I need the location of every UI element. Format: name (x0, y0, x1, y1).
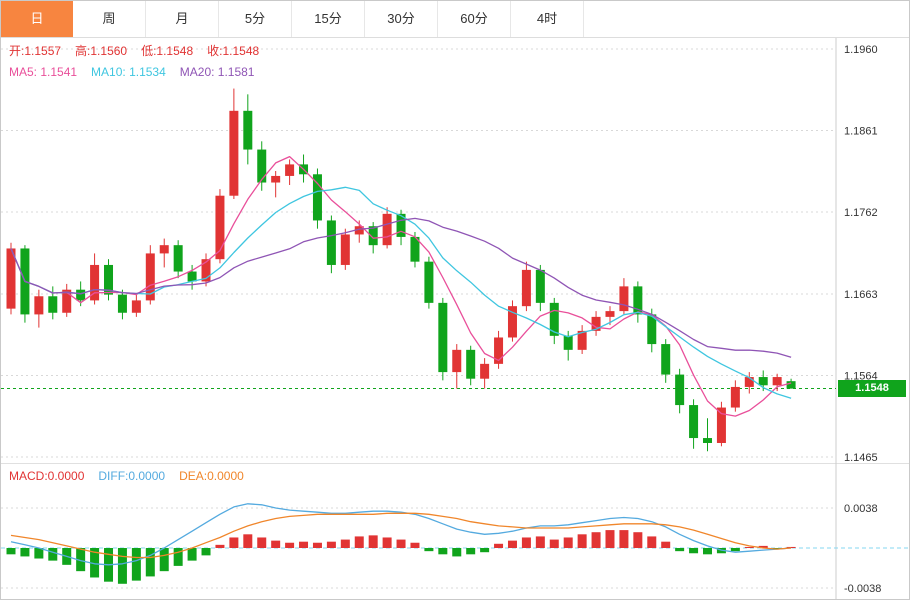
current-price-tag: 1.1548 (838, 379, 906, 397)
svg-text:1.1960: 1.1960 (844, 44, 878, 56)
tab-week[interactable]: 周 (73, 1, 146, 37)
svg-text:-0.0038: -0.0038 (844, 583, 881, 595)
tab-30min[interactable]: 30分 (365, 1, 438, 37)
timeframe-tabbar: 日 周 月 5分 15分 30分 60分 4时 (1, 1, 909, 38)
tab-15min[interactable]: 15分 (292, 1, 365, 37)
tab-month[interactable]: 月 (146, 1, 219, 37)
candlestick-chart[interactable]: 1.1960 1.1861 1.1762 1.1663 1.1564 1.1465 (1, 38, 910, 463)
svg-text:1.1663: 1.1663 (844, 289, 878, 301)
svg-text:1.1465: 1.1465 (844, 452, 878, 463)
tab-5min[interactable]: 5分 (219, 1, 292, 37)
tab-day[interactable]: 日 (1, 1, 73, 37)
svg-text:0.0038: 0.0038 (844, 503, 878, 515)
macd-chart[interactable]: 0.0038 -0.0038 (1, 463, 910, 600)
tab-60min[interactable]: 60分 (438, 1, 511, 37)
svg-text:1.1564: 1.1564 (844, 370, 878, 382)
svg-text:1.1762: 1.1762 (844, 207, 878, 219)
svg-text:1.1861: 1.1861 (844, 126, 878, 138)
tab-4hour[interactable]: 4时 (511, 1, 584, 37)
